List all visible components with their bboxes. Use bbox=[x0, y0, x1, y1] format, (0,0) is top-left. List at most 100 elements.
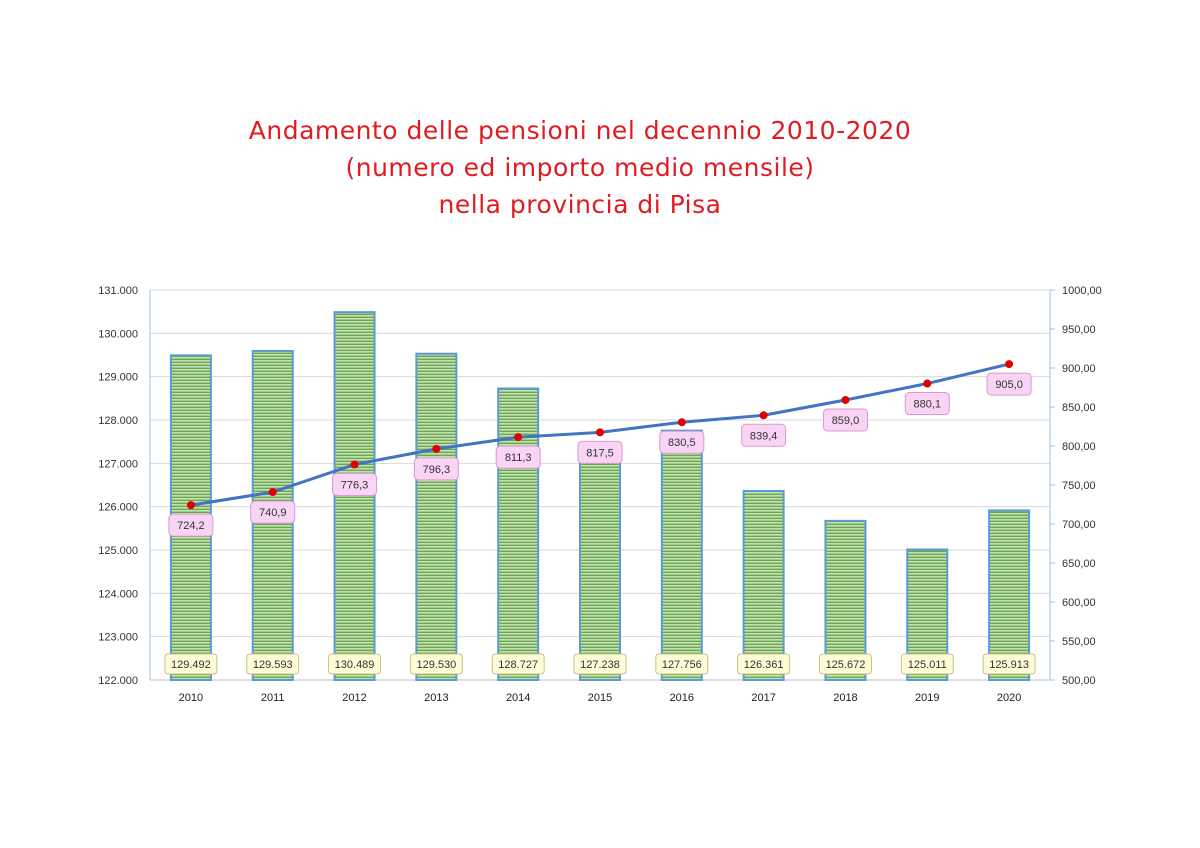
chart-title-line-3: nella provincia di Pisa bbox=[438, 190, 722, 219]
y-left-tick-label: 124.000 bbox=[98, 588, 138, 600]
bar bbox=[988, 509, 1031, 682]
bar-data-label-box bbox=[409, 653, 463, 675]
bar-data-label: 125.011 bbox=[908, 659, 947, 671]
y-left-tick-label: 123.000 bbox=[98, 632, 138, 644]
line-data-label: 905,0 bbox=[995, 379, 1023, 391]
line-data-label-box bbox=[250, 500, 296, 524]
line-point bbox=[432, 444, 441, 453]
bar-data-label-box bbox=[655, 653, 709, 675]
line-data-label-box bbox=[168, 513, 214, 537]
bar bbox=[579, 452, 621, 681]
line-data-label-box bbox=[904, 392, 950, 416]
bar-data-label-box bbox=[164, 653, 218, 675]
line-point bbox=[514, 433, 523, 442]
line-data-label-box bbox=[741, 423, 787, 447]
y-left-tick-label: 127.000 bbox=[98, 458, 138, 470]
x-tick-label: 2020 bbox=[997, 692, 1021, 704]
x-tick-label: 2011 bbox=[261, 692, 285, 704]
bar-data-label: 125.672 bbox=[826, 659, 866, 671]
line-series bbox=[186, 360, 1014, 510]
line-point bbox=[841, 395, 850, 404]
bar-data-label-box bbox=[328, 653, 382, 675]
line-data-label-box bbox=[659, 430, 705, 454]
line-point bbox=[268, 488, 277, 497]
x-tick-label: 2010 bbox=[179, 692, 203, 704]
line-point bbox=[923, 379, 932, 388]
y-right-tick-label: 600,00 bbox=[1062, 597, 1096, 609]
x-tick-label: 2018 bbox=[833, 692, 857, 704]
y-left-tick-label: 131.000 bbox=[98, 285, 138, 297]
bar-data-label: 129.492 bbox=[171, 659, 211, 671]
y-right-tick-label: 550,00 bbox=[1062, 636, 1096, 648]
line-data-label: 839,4 bbox=[750, 430, 778, 442]
line-point bbox=[759, 411, 768, 420]
bar bbox=[660, 429, 703, 681]
line-data-label: 830,5 bbox=[668, 437, 696, 449]
line-data-label-box bbox=[332, 472, 378, 496]
y-left-tick-label: 128.000 bbox=[98, 415, 138, 427]
line-point bbox=[350, 460, 359, 469]
bar-data-label: 127.756 bbox=[662, 659, 702, 671]
y-left-tick-label: 129.000 bbox=[98, 372, 138, 384]
y-left-tick-label: 125.000 bbox=[98, 545, 138, 557]
y-right-tick-label: 700,00 bbox=[1062, 519, 1096, 531]
bar bbox=[824, 519, 867, 681]
bar-data-label: 125.913 bbox=[989, 659, 1029, 671]
line-data-label-box bbox=[495, 445, 541, 469]
bar-data-label: 129.530 bbox=[416, 659, 456, 671]
y-right-tick-label: 950,00 bbox=[1062, 324, 1096, 336]
x-tick-label: 2015 bbox=[588, 692, 612, 704]
x-tick-label: 2012 bbox=[342, 692, 366, 704]
x-tick-label: 2019 bbox=[915, 692, 939, 704]
bar-data-label: 127.238 bbox=[580, 659, 620, 671]
bar bbox=[333, 311, 376, 681]
y-left-tick-label: 126.000 bbox=[98, 502, 138, 514]
line-data-label: 724,2 bbox=[177, 520, 205, 532]
y-left-tick-label: 130.000 bbox=[98, 328, 138, 340]
line-data-label-box bbox=[986, 372, 1032, 396]
y-right-tick-label: 650,00 bbox=[1062, 558, 1096, 570]
line-data-label-box bbox=[577, 440, 623, 464]
bar-data-label: 126.361 bbox=[744, 659, 784, 671]
line-point bbox=[186, 501, 195, 510]
line-point bbox=[677, 418, 686, 427]
line-data-label: 811,3 bbox=[505, 452, 532, 464]
bar-series bbox=[169, 311, 1031, 682]
line-point bbox=[1005, 360, 1014, 369]
data-labels: 129.492 129.593 130.489 129.530 128.727 127.2… bbox=[164, 372, 1036, 675]
bar-data-label-box bbox=[573, 653, 627, 675]
x-tick-label: 2017 bbox=[751, 692, 775, 704]
line-data-label-box bbox=[822, 408, 868, 432]
chart-title: Andamento delle pensioni nel decennio 20… bbox=[0, 112, 1160, 223]
tick-labels: 122.000 123.000 124.000 125.000 126.000 127.0… bbox=[98, 285, 1102, 704]
chart-title-line-1: Andamento delle pensioni nel decennio 20… bbox=[248, 116, 912, 145]
bar bbox=[742, 490, 785, 682]
bar bbox=[497, 387, 540, 681]
bar-data-label-box bbox=[982, 653, 1036, 675]
line-data-label: 859,0 bbox=[832, 415, 860, 427]
bar-data-label: 130.489 bbox=[335, 659, 375, 671]
x-tick-label: 2016 bbox=[670, 692, 694, 704]
bar bbox=[415, 352, 458, 681]
bar-data-label-box bbox=[246, 653, 300, 675]
y-right-tick-label: 500,00 bbox=[1062, 675, 1096, 687]
x-tick-label: 2013 bbox=[424, 692, 448, 704]
line-point bbox=[596, 428, 604, 437]
line-data-label: 880,1 bbox=[914, 399, 942, 411]
line-data-label: 796,3 bbox=[423, 464, 451, 476]
y-right-tick-label: 800,00 bbox=[1062, 441, 1096, 453]
y-right-tick-label: 1000,00 bbox=[1062, 285, 1102, 297]
y-right-tick-label: 900,00 bbox=[1062, 363, 1096, 375]
line-data-label-box bbox=[413, 457, 459, 481]
bar-data-label-box bbox=[491, 653, 545, 675]
line-data-label: 817,5 bbox=[586, 447, 614, 459]
bar-data-label-box bbox=[900, 653, 954, 675]
y-right-tick-label: 850,00 bbox=[1062, 402, 1096, 414]
bar-data-label-box bbox=[737, 653, 791, 675]
chart-title-line-2: (numero ed importo medio mensile) bbox=[345, 153, 815, 182]
bar-data-label: 128.727 bbox=[498, 659, 538, 671]
x-tick-label: 2014 bbox=[506, 692, 530, 704]
bar-data-label-box bbox=[818, 653, 872, 675]
line-data-label: 740,9 bbox=[259, 507, 287, 519]
